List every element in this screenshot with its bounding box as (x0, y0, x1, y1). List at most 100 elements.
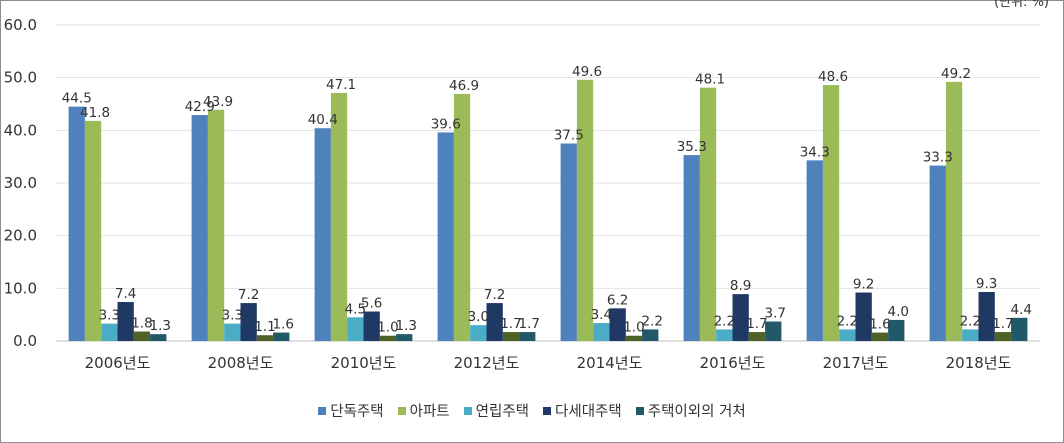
bar (330, 92, 348, 341)
bar (150, 334, 167, 341)
bar (871, 332, 889, 341)
data-label: 44.5 (62, 91, 92, 107)
data-label: 4.4 (1011, 302, 1032, 318)
data-label: 9.3 (976, 276, 997, 292)
y-tick-label: 20.0 (4, 227, 37, 245)
bar (642, 329, 659, 341)
data-label: 42.9 (185, 99, 215, 115)
x-tick-label: 2016년도 (700, 354, 766, 372)
data-label: 3.3 (222, 308, 243, 324)
data-label: 1.6 (869, 317, 890, 333)
bar (945, 81, 963, 341)
x-tick-label: 2017년도 (823, 354, 889, 372)
bar (396, 334, 413, 341)
bar (486, 303, 503, 341)
data-label: 46.9 (449, 78, 479, 94)
bar (101, 323, 118, 341)
bar (502, 332, 520, 341)
bar (470, 325, 487, 341)
unit-label: (단위: %) (994, 0, 1049, 10)
data-label: 1.3 (150, 318, 171, 334)
x-tick-label: 2010년도 (331, 354, 397, 372)
data-label: 3.4 (591, 307, 612, 323)
x-tick-label: 2012년도 (454, 354, 520, 372)
data-label: 49.6 (572, 64, 602, 80)
data-label: 6.2 (607, 292, 628, 308)
bar (314, 128, 331, 341)
bar (855, 292, 872, 341)
legend-item: 다세대주택 (543, 400, 622, 421)
bar (133, 331, 151, 341)
bar (716, 329, 733, 341)
x-tick-label: 2014년도 (577, 354, 643, 372)
legend-item: 주택이외의 거처 (635, 400, 746, 421)
data-label: 8.9 (730, 278, 751, 294)
bar (224, 323, 241, 341)
y-gridlines (56, 24, 1040, 289)
bar (822, 85, 840, 341)
y-tick-label: 40.0 (4, 121, 37, 139)
data-label: 43.9 (203, 94, 233, 110)
y-tick-label: 60.0 (4, 16, 37, 34)
data-label: 49.2 (941, 66, 971, 82)
bar (978, 292, 995, 341)
data-label: 41.8 (80, 105, 110, 121)
bar (609, 308, 626, 341)
data-label: 1.6 (273, 317, 294, 333)
y-tick-label: 0.0 (13, 332, 37, 350)
data-label: 48.1 (695, 72, 725, 88)
bar (732, 294, 749, 341)
legend-swatch (397, 406, 406, 415)
legend-item: 단독주택 (318, 400, 384, 421)
data-label: 1.7 (746, 316, 767, 332)
legend-label: 다세대주택 (555, 404, 622, 420)
data-label: 1.0 (623, 320, 644, 336)
bar (363, 311, 380, 341)
data-label: 48.6 (818, 69, 848, 85)
data-label: 1.7 (519, 316, 540, 332)
bar (240, 303, 257, 341)
data-label: 7.2 (484, 287, 505, 303)
legend-swatch (463, 406, 472, 415)
legend-label: 아파트 (409, 404, 450, 420)
x-tick-label: 2008년도 (208, 354, 274, 372)
legend-item: 연립주택 (463, 400, 530, 421)
data-label: 2.2 (837, 313, 858, 329)
bar (379, 335, 397, 341)
data-label: 4.5 (345, 301, 366, 317)
data-label: 3.0 (468, 309, 489, 325)
legend-swatch (318, 406, 327, 415)
data-label: 33.3 (923, 150, 953, 166)
bar (625, 335, 643, 341)
bar (888, 319, 905, 341)
legend-swatch (543, 406, 552, 415)
bar (437, 132, 454, 341)
data-label: 9.2 (853, 277, 874, 293)
bar (994, 332, 1012, 341)
data-label: 7.2 (238, 287, 259, 303)
data-label: 47.1 (326, 77, 356, 93)
bar (765, 321, 782, 341)
bar (929, 165, 946, 341)
data-label: 1.3 (396, 318, 417, 334)
data-label: 39.6 (431, 116, 461, 132)
y-tick-label: 50.0 (4, 69, 37, 87)
bar (519, 332, 536, 341)
legend-label: 연립주택 (475, 404, 530, 420)
bar (748, 332, 766, 341)
x-tick-label: 2006년도 (85, 354, 151, 372)
bar (207, 109, 225, 341)
bar (191, 115, 208, 341)
bar (68, 106, 85, 341)
bar (453, 93, 471, 341)
data-label: 35.3 (677, 139, 707, 155)
data-label: 37.5 (554, 128, 584, 144)
bar (560, 143, 577, 341)
data-label: 4.0 (888, 304, 909, 320)
bar (1011, 317, 1028, 341)
x-axis: 2006년도 2008년도 2010년도 2012년도 2014년도 2016년도 2017… (85, 354, 1012, 372)
legend-item: 아파트 (397, 400, 450, 421)
data-label: 2.2 (960, 313, 981, 329)
x-tick-label: 2018년도 (946, 354, 1012, 372)
y-tick-label: 10.0 (4, 279, 37, 297)
